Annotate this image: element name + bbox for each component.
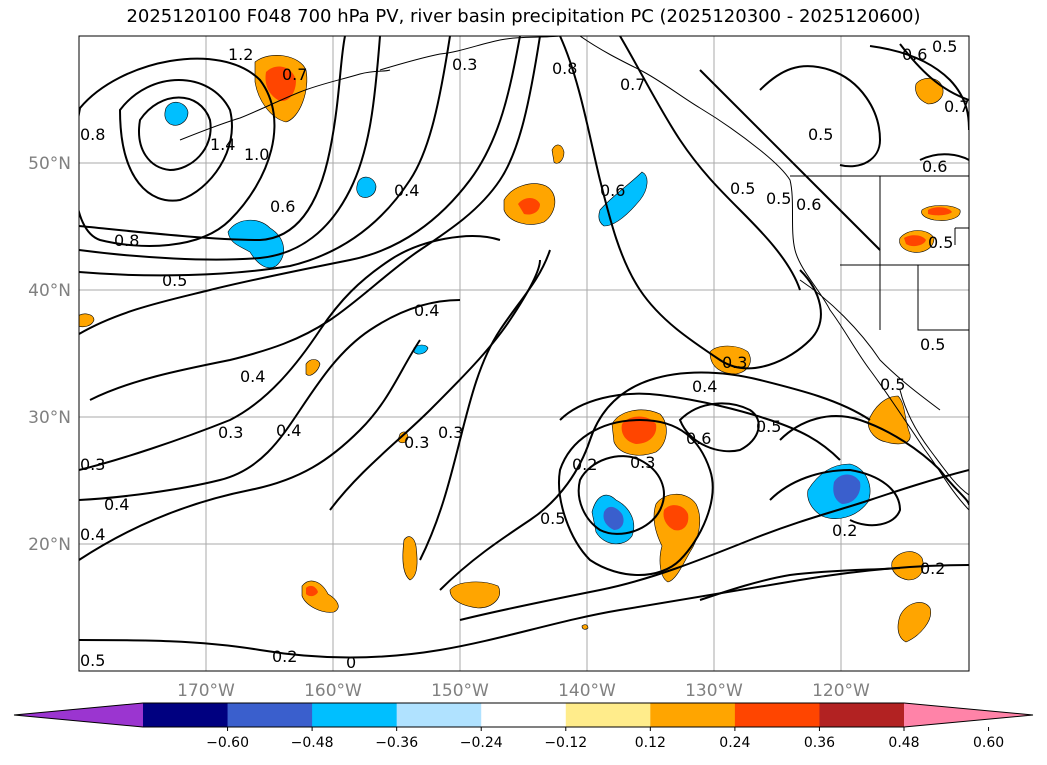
- lon-label: 150°W: [431, 681, 489, 701]
- colorbar-segment: [312, 703, 398, 727]
- lon-label: 170°W: [177, 681, 235, 701]
- colorbar-segment: [481, 703, 567, 727]
- contour-label: 0.3: [404, 433, 429, 452]
- colorbar-outline: [13, 702, 1034, 728]
- colorbar-extend-high: [904, 703, 1033, 727]
- contour-label: 1.4: [210, 135, 235, 154]
- contour-label: 0: [346, 653, 356, 672]
- contour-label: 0.6: [600, 181, 625, 200]
- colorbar-tick-label: −0.60: [206, 735, 249, 751]
- colorbar-segment: [565, 703, 651, 727]
- contour-label: 0.2: [920, 559, 945, 578]
- contour-label: 0.6: [686, 429, 711, 448]
- contour-label: 1.0: [244, 145, 269, 164]
- colorbar-tick-label: 0.36: [804, 735, 835, 751]
- contour-label: 0.4: [692, 377, 717, 396]
- lon-label: 140°W: [558, 681, 616, 701]
- latitude-labels: 50°N 40°N 30°N 20°N: [28, 154, 71, 555]
- coastlines: [179, 36, 969, 511]
- contour-label: 0.3: [438, 423, 463, 442]
- contour-label: 0.4: [104, 495, 129, 514]
- contour-label: 0.5: [766, 189, 791, 208]
- colorbar-tick-label: 0.60: [973, 735, 1004, 751]
- contour-label: 0.5: [808, 125, 833, 144]
- contour-label: 0.4: [240, 367, 265, 386]
- contour-label: 0.3: [452, 55, 477, 74]
- colorbar-segment: [734, 703, 820, 727]
- colorbar-tick-label: 0.12: [635, 735, 666, 751]
- contour-label: 0.6: [902, 45, 927, 64]
- contour-label: 0.6: [270, 197, 295, 216]
- colorbar-segment: [650, 703, 736, 727]
- contour-label: 0.6: [922, 157, 947, 176]
- plot-frame: [78, 35, 970, 672]
- lat-label: 40°N: [28, 281, 71, 301]
- contour-label: 0.3: [218, 423, 243, 442]
- contour-label: 0.5: [540, 509, 565, 528]
- map-title: 2025120100 F048 700 hPa PV, river basin …: [126, 6, 921, 27]
- plot-area: [79, 36, 969, 671]
- contour-label: 0.5: [880, 375, 905, 394]
- contour-label: 0.3: [722, 353, 747, 372]
- lat-label: 50°N: [28, 154, 71, 174]
- lon-label: 130°W: [685, 681, 743, 701]
- contour-label: 0.8: [552, 59, 577, 78]
- contour-label: 0.7: [282, 65, 307, 84]
- lon-label: 160°W: [304, 681, 362, 701]
- contour-label: 0.2: [272, 647, 297, 666]
- contour-label: 0.2: [572, 455, 597, 474]
- lon-label: 120°W: [812, 681, 870, 701]
- contour-label: 0.4: [276, 421, 301, 440]
- contour-label: 0.5: [928, 233, 953, 252]
- colorbar-tick-label: −0.48: [291, 735, 334, 751]
- contour-label: 0.8: [80, 125, 105, 144]
- contour-label: 0.4: [80, 525, 105, 544]
- contour-label: 0.8: [114, 231, 139, 250]
- colorbar-tick-label: 0.48: [888, 735, 919, 751]
- contour-label: 1.2: [228, 45, 253, 64]
- colorbar: −0.60 −0.48 −0.36 −0.24 −0.12 0.12 0.24 0.36 0.4…: [13, 702, 1034, 751]
- contour-label: 0.3: [80, 455, 105, 474]
- contour-label: 0.7: [620, 75, 645, 94]
- contour-label: 0.5: [756, 417, 781, 436]
- pv-contours: [79, 36, 969, 659]
- contour-label: 0.5: [162, 271, 187, 290]
- contour-label: 0.5: [920, 335, 945, 354]
- longitude-labels: 170°W 160°W 150°W 140°W 130°W 120°W: [177, 681, 870, 701]
- colorbar-segment: [396, 703, 482, 727]
- contour-label: 0.6: [796, 195, 821, 214]
- lat-label: 30°N: [28, 408, 71, 428]
- colorbar-segment: [227, 703, 313, 727]
- contour-label: 0.5: [730, 179, 755, 198]
- contour-label: 0.5: [80, 651, 105, 670]
- colorbar-tick-label: −0.12: [544, 735, 587, 751]
- colorbar-tick-label: 0.24: [719, 735, 750, 751]
- colorbar-segment: [819, 703, 905, 727]
- contour-label: 0.7: [944, 97, 969, 116]
- contour-label: 0.5: [932, 37, 957, 56]
- colorbar-tick-label: −0.36: [375, 735, 418, 751]
- contour-label: 0.4: [414, 301, 439, 320]
- contour-label: 0.4: [394, 181, 419, 200]
- contour-label: 0.3: [630, 453, 655, 472]
- colorbar-tick-label: −0.24: [460, 735, 503, 751]
- colorbar-segment: [143, 703, 229, 727]
- contour-labels: 1.2 0.7 0.3 0.8 0.7 0.6 0.5 0.7 0.8 1.4 …: [80, 37, 969, 672]
- contour-label: 0.2: [832, 521, 857, 540]
- lat-label: 20°N: [28, 535, 71, 555]
- colorbar-extend-low: [14, 703, 143, 727]
